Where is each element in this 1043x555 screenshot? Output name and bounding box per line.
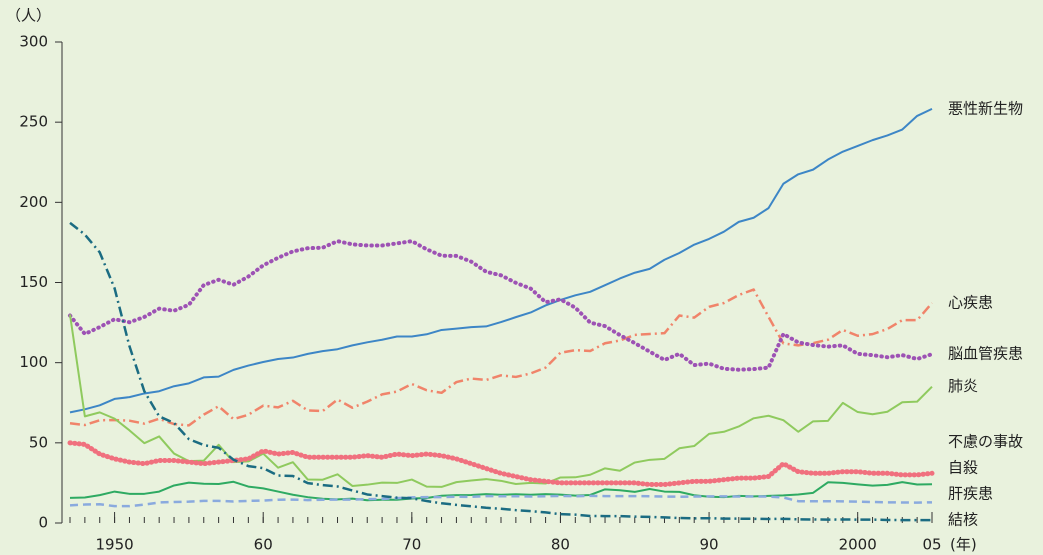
series-line: [69, 480, 933, 502]
y-tick-label: 100: [19, 353, 48, 371]
x-tick-label: 90: [700, 536, 719, 554]
legend-label: 悪性新生物: [948, 99, 1023, 117]
series-line: [69, 221, 932, 522]
series-line: [68, 239, 934, 372]
x-tick-label: 2000: [839, 536, 877, 554]
x-tick-label: 60: [254, 536, 273, 554]
x-tick-label: 1950: [95, 536, 133, 554]
legend-label: 肺炎: [948, 377, 978, 395]
legend-label: 心疾患: [948, 294, 993, 312]
legend-label: 肝疾患: [948, 485, 993, 503]
series-line: [69, 314, 933, 488]
series-line: [67, 440, 935, 488]
x-tick-label: 70: [402, 536, 421, 554]
series-line: [69, 288, 933, 427]
y-tick-label: 50: [29, 433, 48, 451]
legend-label: 脳血管疾患: [948, 345, 1023, 363]
y-tick-label: 250: [19, 113, 48, 131]
legend-label: 結核: [948, 511, 978, 529]
y-tick-label: 200: [19, 193, 48, 211]
series-line: [69, 494, 933, 508]
x-tick-label: 80: [551, 536, 570, 554]
legend-label: 不慮の事故: [948, 433, 1023, 451]
y-tick-label: 300: [19, 33, 48, 51]
x-tick-label: 05: [922, 536, 941, 554]
legend-label: 自殺: [948, 459, 978, 477]
y-tick-label: 0: [38, 514, 48, 532]
x-unit: (年): [950, 536, 977, 554]
y-tick-label: 150: [19, 273, 48, 291]
series-line: [69, 107, 933, 414]
y-unit: （人）: [6, 7, 51, 25]
